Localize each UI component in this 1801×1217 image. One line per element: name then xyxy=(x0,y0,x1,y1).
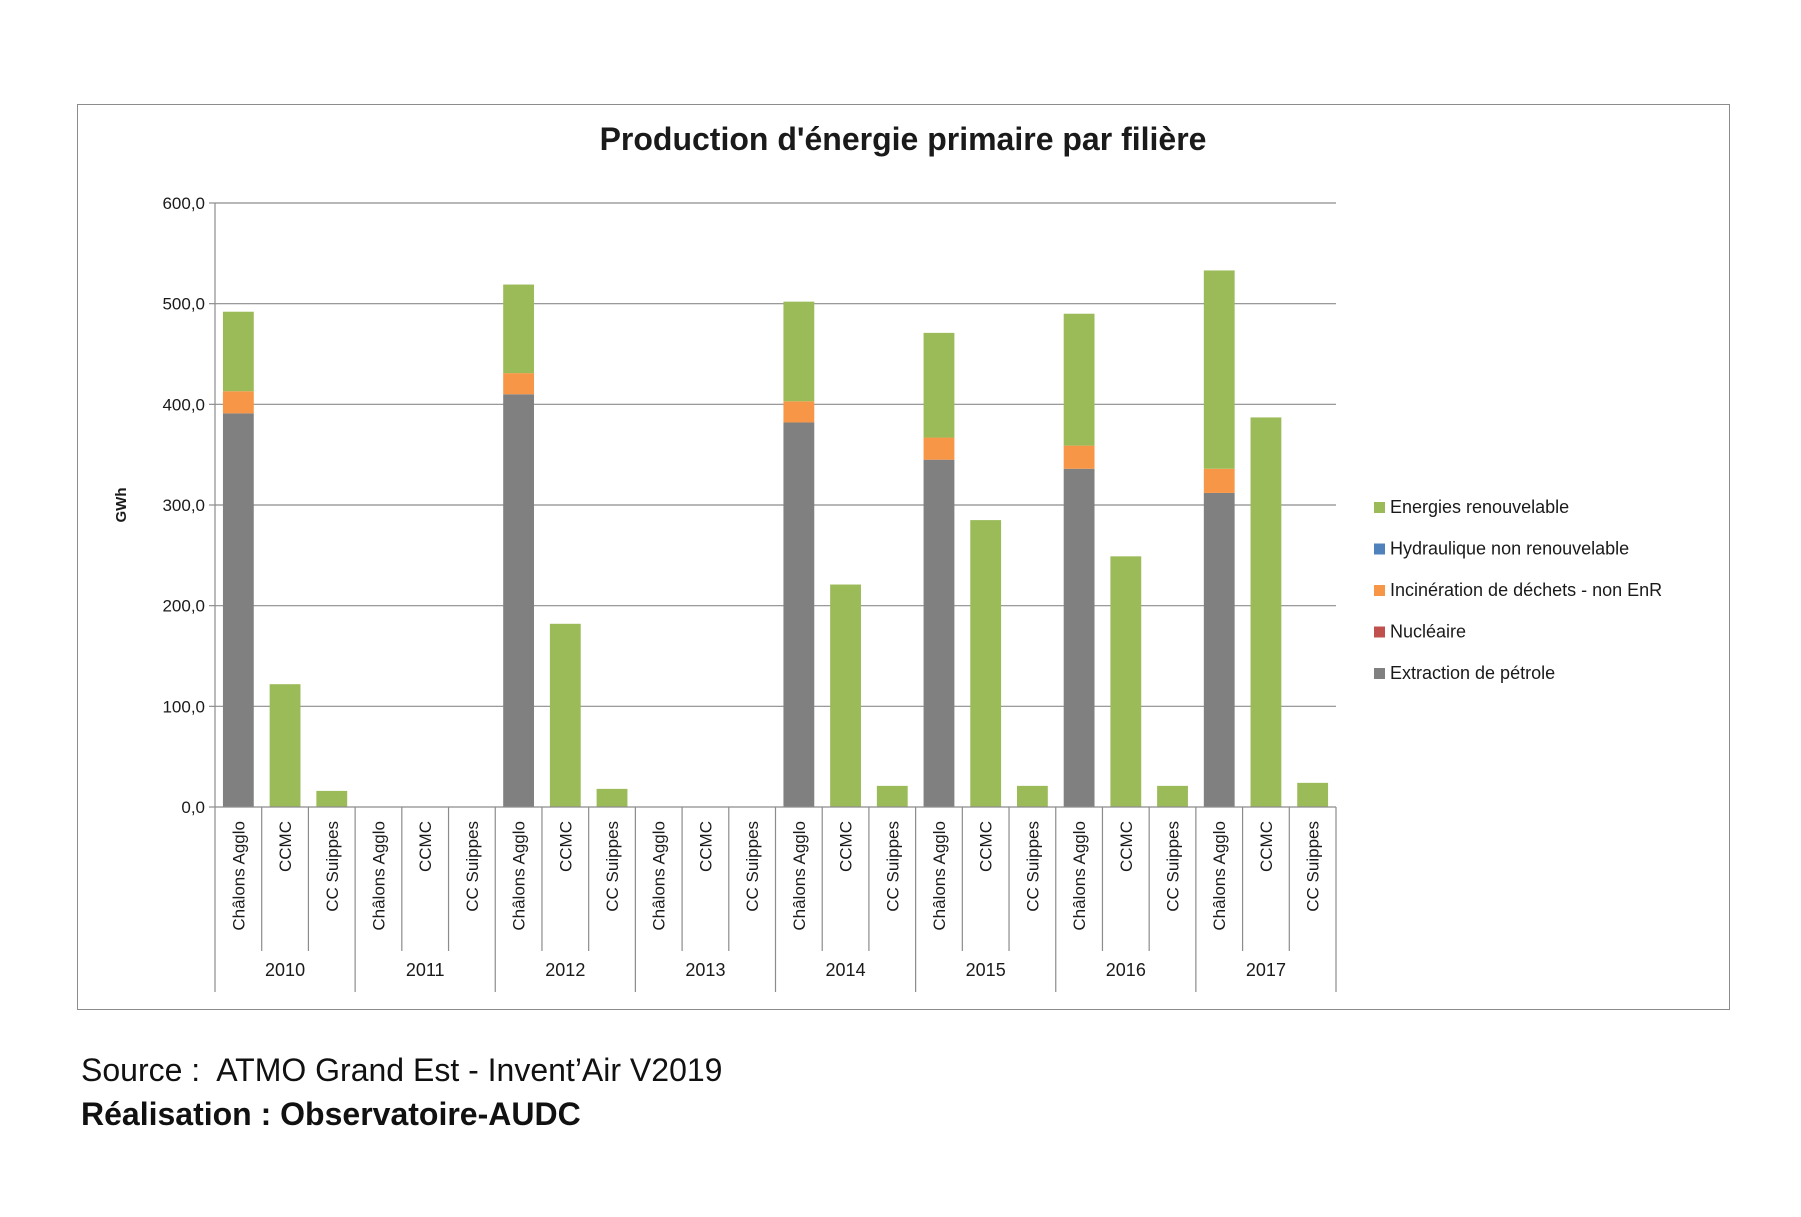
chart-frame: Production d'énergie primaire par filièr… xyxy=(77,104,1730,1010)
y-tick-label: 400,0 xyxy=(162,395,205,414)
bars-layer xyxy=(222,270,1329,807)
bar-segment xyxy=(1203,492,1235,807)
bar-segment xyxy=(876,785,908,807)
legend-swatch xyxy=(1374,585,1385,596)
bar-segment xyxy=(970,520,1002,807)
x-year-label: 2015 xyxy=(966,960,1006,980)
x-category-label: CCMC xyxy=(1117,821,1136,872)
x-category-label: Châlons Agglo xyxy=(650,821,669,931)
bar-segment xyxy=(1063,313,1095,446)
x-category-label: CC Suippes xyxy=(463,821,482,912)
x-category-label: CCMC xyxy=(556,821,575,872)
x-year-label: 2013 xyxy=(685,960,725,980)
x-category-label: CC Suippes xyxy=(1164,821,1183,912)
x-year-label: 2012 xyxy=(545,960,585,980)
y-tick-label: 300,0 xyxy=(162,496,205,515)
x-category-label: Châlons Agglo xyxy=(1210,821,1229,931)
x-category-label: CC Suippes xyxy=(743,821,762,912)
x-category-label: CCMC xyxy=(837,821,856,872)
legend-label: Incinération de déchets - non EnR xyxy=(1390,580,1662,600)
y-tick-label: 200,0 xyxy=(162,597,205,616)
y-tick-label: 500,0 xyxy=(162,295,205,314)
x-category-label: Châlons Agglo xyxy=(229,821,248,931)
bar-segment xyxy=(1203,468,1235,493)
x-category-label: CC Suippes xyxy=(603,821,622,912)
bar-segment xyxy=(1203,270,1235,469)
bar-segment xyxy=(923,332,955,438)
legend-swatch xyxy=(1374,502,1385,513)
x-year-label: 2010 xyxy=(265,960,305,980)
x-year-label: 2011 xyxy=(406,960,445,980)
x-category-label: CC Suippes xyxy=(1023,821,1042,912)
x-year-label: 2016 xyxy=(1106,960,1146,980)
y-tick-label: 600,0 xyxy=(162,194,205,213)
x-category-label: CCMC xyxy=(416,821,435,872)
bar-segment xyxy=(923,437,955,460)
x-category-label: Châlons Agglo xyxy=(790,821,809,931)
x-category-label: CC Suippes xyxy=(1304,821,1323,912)
x-category-label: Châlons Agglo xyxy=(369,821,388,931)
legend-label: Hydraulique non renouvelable xyxy=(1390,539,1629,559)
legend-label: Extraction de pétrole xyxy=(1390,663,1555,683)
x-category-label: CCMC xyxy=(1257,821,1276,872)
x-year-label: 2014 xyxy=(826,960,866,980)
x-category-label: CCMC xyxy=(276,821,295,872)
bar-segment xyxy=(1063,445,1095,469)
legend-swatch xyxy=(1374,543,1385,555)
bar-segment xyxy=(222,391,254,414)
x-category-label: Châlons Agglo xyxy=(510,821,529,931)
bar-segment xyxy=(503,394,535,807)
y-tick-label: 0,0 xyxy=(181,798,205,817)
legend-swatch xyxy=(1374,668,1385,679)
bar-segment xyxy=(830,584,861,807)
bar-segment xyxy=(1063,468,1095,807)
bar-segment xyxy=(596,788,628,807)
legend: Energies renouvelable Hydraulique non ren… xyxy=(1374,497,1662,683)
bar-segment xyxy=(222,413,254,807)
x-category-label: Châlons Agglo xyxy=(1070,821,1089,931)
bar-segment xyxy=(1250,417,1282,807)
bar-segment xyxy=(549,623,581,807)
bar-segment xyxy=(503,284,535,374)
bar-segment xyxy=(222,311,254,392)
bar-segment xyxy=(269,684,301,807)
footer: Source : ATMO Grand Est - Invent’Air V20… xyxy=(81,1048,722,1136)
legend-swatch xyxy=(1374,626,1385,638)
legend-label: Energies renouvelable xyxy=(1390,497,1569,517)
bar-segment xyxy=(1016,785,1048,807)
bar-segment xyxy=(1110,556,1142,807)
x-category-label: CC Suippes xyxy=(323,821,342,912)
axis-layer: 0,0 100,0 200,0 300,0 400,0 500,0 600,0 Châlons… xyxy=(162,194,1337,992)
x-category-label: CCMC xyxy=(977,821,996,872)
legend-label: Nucléaire xyxy=(1390,622,1466,642)
bar-segment xyxy=(783,301,815,402)
x-category-label: CC Suippes xyxy=(883,821,902,912)
stacked-bar-chart: Production d'énergie primaire par filièr… xyxy=(113,121,1662,992)
bar-segment xyxy=(316,790,348,807)
grid-layer xyxy=(215,202,1336,707)
source-text: Source : ATMO Grand Est - Invent’Air V20… xyxy=(81,1052,723,1088)
credit-text: Réalisation : Observatoire-AUDC xyxy=(81,1096,581,1132)
chart-title: Production d'énergie primaire par filièr… xyxy=(600,121,1207,157)
x-year-label: 2017 xyxy=(1246,960,1286,980)
bar-segment xyxy=(503,373,535,395)
bar-segment xyxy=(1157,785,1188,807)
bar-segment xyxy=(923,459,955,807)
bar-segment xyxy=(783,422,815,807)
bar-segment xyxy=(1297,782,1329,807)
x-category-label: CCMC xyxy=(696,821,715,872)
x-category-label: Châlons Agglo xyxy=(930,821,949,931)
y-tick-label: 100,0 xyxy=(162,697,205,716)
y-axis-label: GWh xyxy=(113,488,130,523)
bar-segment xyxy=(783,401,815,423)
